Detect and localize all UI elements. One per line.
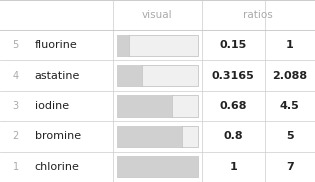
Text: 0.8: 0.8 xyxy=(223,131,243,141)
Bar xyxy=(117,65,198,86)
Text: 4.5: 4.5 xyxy=(280,101,300,111)
Text: 0.3165: 0.3165 xyxy=(212,71,255,81)
Bar xyxy=(117,35,129,56)
Text: visual: visual xyxy=(142,10,173,20)
Text: chlorine: chlorine xyxy=(35,162,79,172)
Text: 4: 4 xyxy=(13,71,19,81)
Text: astatine: astatine xyxy=(35,71,80,81)
Text: 3: 3 xyxy=(13,101,19,111)
Text: iodine: iodine xyxy=(35,101,69,111)
Text: 1: 1 xyxy=(286,40,294,50)
Text: 5: 5 xyxy=(286,131,294,141)
Text: 7: 7 xyxy=(286,162,294,172)
Text: 1: 1 xyxy=(229,162,237,172)
Bar xyxy=(117,95,172,117)
Text: ratios: ratios xyxy=(243,10,273,20)
Bar xyxy=(117,126,182,147)
Text: 5: 5 xyxy=(13,40,19,50)
Bar xyxy=(117,35,198,56)
Text: 0.68: 0.68 xyxy=(219,101,247,111)
Bar xyxy=(117,65,142,86)
Text: bromine: bromine xyxy=(35,131,81,141)
Text: 1: 1 xyxy=(13,162,19,172)
Bar xyxy=(117,126,198,147)
Bar xyxy=(117,156,198,177)
Text: 2: 2 xyxy=(13,131,19,141)
Text: fluorine: fluorine xyxy=(35,40,77,50)
Text: 0.15: 0.15 xyxy=(220,40,247,50)
Text: 2.088: 2.088 xyxy=(272,71,307,81)
Bar xyxy=(117,95,198,117)
Bar xyxy=(117,156,198,177)
